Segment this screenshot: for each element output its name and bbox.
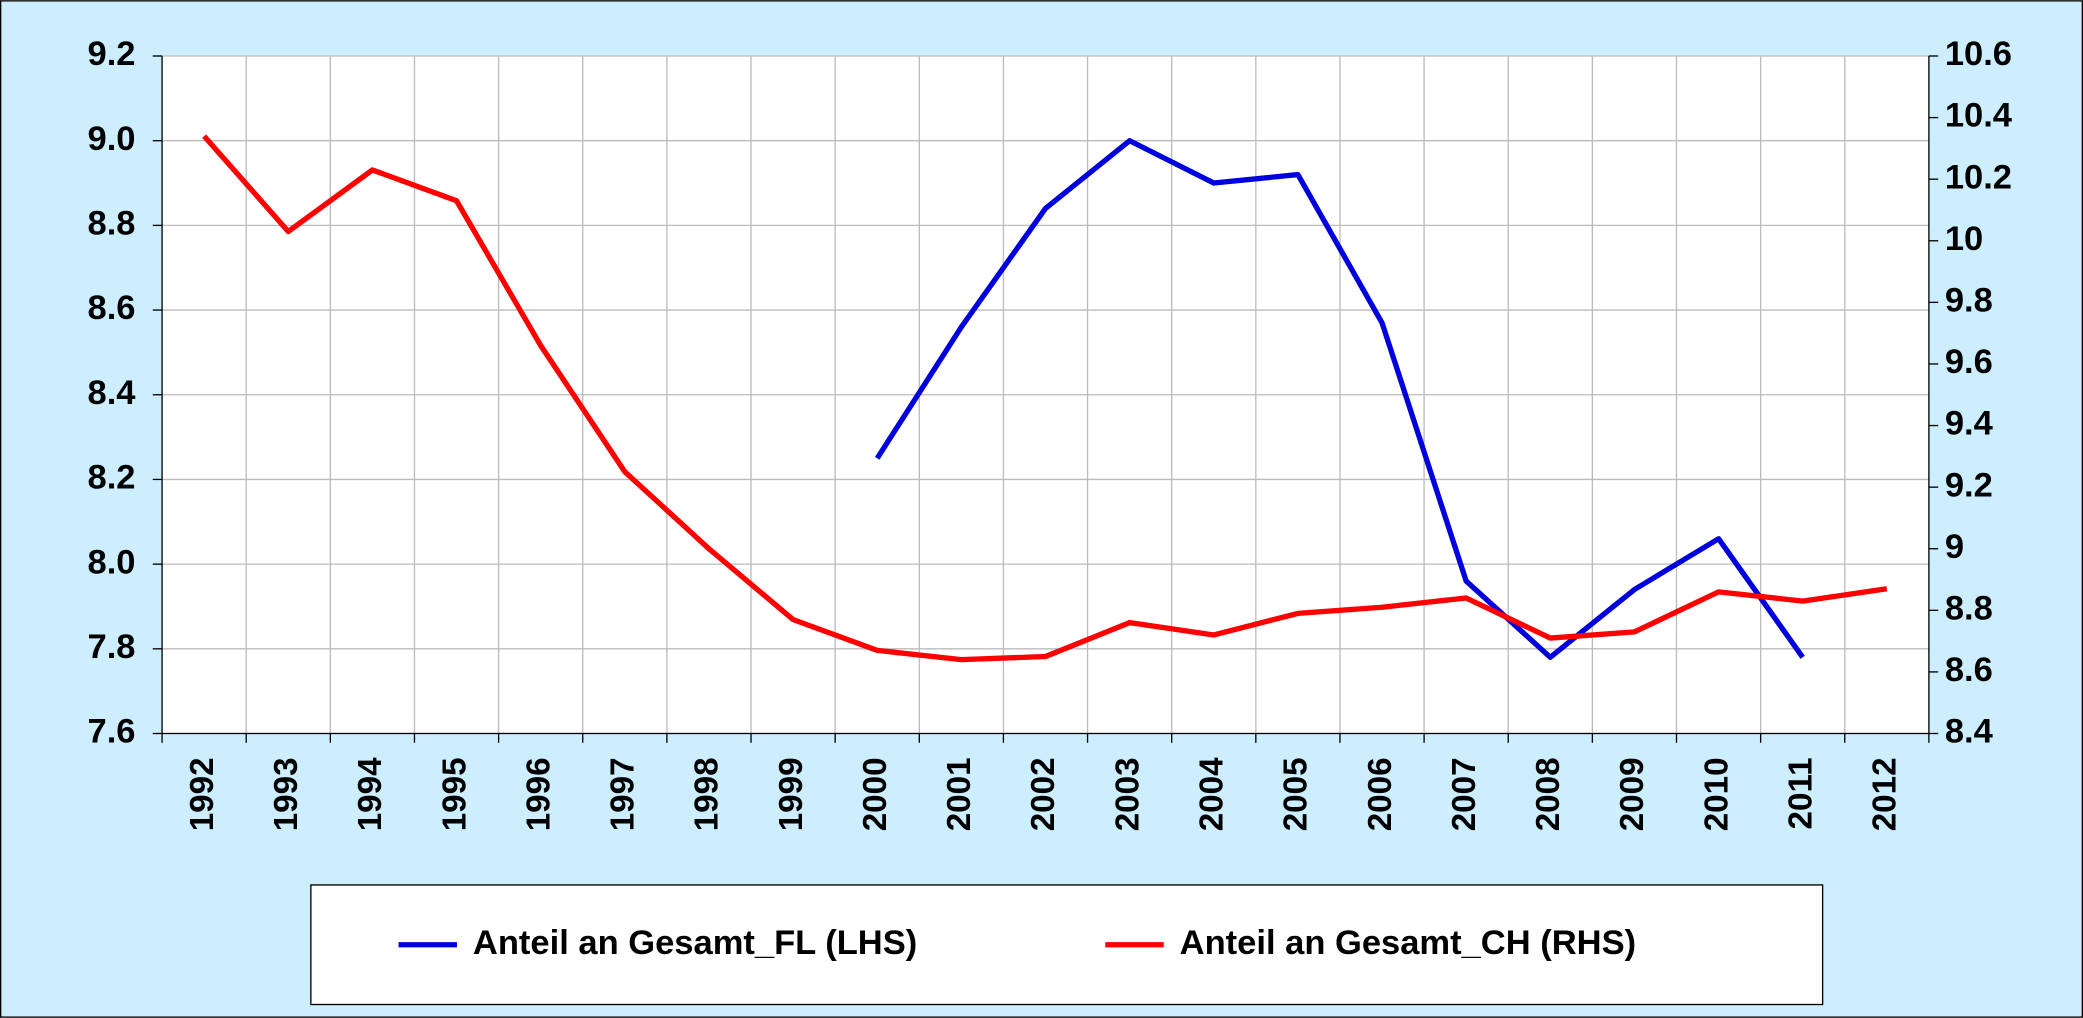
line-series — [874, 138, 1805, 660]
x-tick-label: 2006 — [1362, 757, 1399, 831]
y-tick-label: 8.6 — [88, 289, 136, 327]
x-tick-label: 1994 — [352, 757, 389, 831]
x-tick-label: 1992 — [184, 757, 221, 831]
x-tick-label: 1998 — [689, 757, 726, 831]
x-tick-label: 2005 — [1278, 757, 1315, 831]
x-tick-label: 2012 — [1867, 757, 1904, 831]
y-tick-label: 7.8 — [88, 628, 136, 666]
y2-tick-label: 9.8 — [1945, 281, 1993, 319]
x-tick-label: 2009 — [1614, 757, 1651, 831]
y-tick-label: 9.0 — [88, 120, 136, 158]
x-tick-label: 2003 — [1109, 757, 1146, 831]
x-tick-label: 2001 — [941, 757, 978, 831]
x-tick-label: 2011 — [1782, 757, 1819, 829]
legend-label: Anteil an Gesamt_CH (RHS) — [1180, 924, 1636, 962]
y2-tick-label: 10.2 — [1945, 158, 2012, 196]
y2-tick-label: 9 — [1945, 528, 1964, 566]
y-tick-label: 9.2 — [88, 35, 136, 73]
x-tick-label: 1993 — [268, 757, 305, 831]
legend — [310, 884, 1824, 1006]
line-series — [202, 134, 1888, 663]
x-tick-label: 2002 — [1025, 757, 1062, 831]
legend-label: Anteil an Gesamt_FL (LHS) — [473, 924, 917, 962]
y2-tick-label: 8.8 — [1945, 589, 1993, 627]
x-tick-label: 2008 — [1530, 757, 1567, 831]
y2-tick-label: 10.4 — [1945, 97, 2013, 135]
y-tick-label: 8.0 — [88, 543, 136, 581]
y2-tick-label: 9.6 — [1945, 343, 1993, 381]
y-tick-label: 7.6 — [88, 713, 136, 751]
y2-tick-label: 9.4 — [1945, 405, 1994, 443]
y2-tick-label: 8.6 — [1945, 651, 1993, 689]
y2-tick-label: 10 — [1945, 220, 1983, 258]
y-tick-label: 8.4 — [88, 374, 137, 412]
y2-tick-label: 8.4 — [1945, 713, 1994, 751]
y2-tick-label: 9.2 — [1945, 466, 1993, 504]
x-tick-label: 1999 — [773, 757, 810, 831]
x-tick-label: 2000 — [857, 757, 894, 831]
x-tick-label: 1996 — [520, 757, 557, 831]
x-tick-label: 2004 — [1194, 757, 1231, 831]
y-tick-label: 8.2 — [88, 459, 136, 497]
y2-tick-label: 10.6 — [1945, 35, 2012, 73]
y-tick-label: 8.8 — [88, 205, 136, 243]
x-tick-label: 1995 — [436, 757, 473, 831]
x-tick-label: 1997 — [605, 757, 642, 831]
x-tick-label: 2010 — [1698, 757, 1735, 831]
x-tick-label: 2007 — [1446, 757, 1483, 831]
